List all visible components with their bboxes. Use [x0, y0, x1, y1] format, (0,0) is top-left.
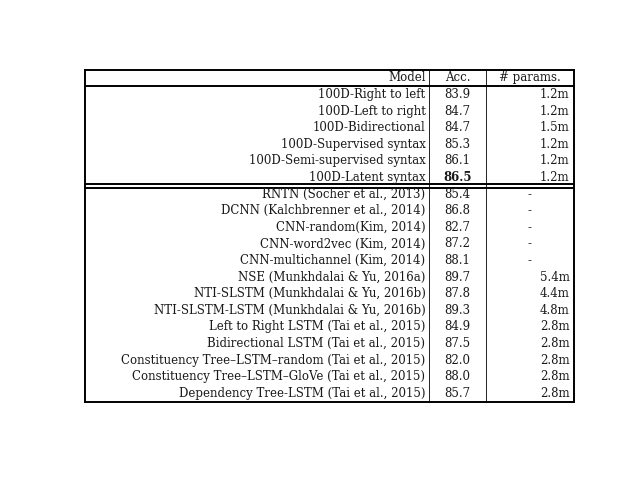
- Text: 100D-Bidirectional: 100D-Bidirectional: [313, 121, 426, 134]
- Text: Constituency Tree–LSTM–GloVe (Tai et al., 2015): Constituency Tree–LSTM–GloVe (Tai et al.…: [132, 370, 426, 383]
- Text: 1.2m: 1.2m: [540, 138, 570, 151]
- Text: -: -: [527, 204, 532, 217]
- Text: Model: Model: [388, 72, 426, 84]
- Text: 100D-Latent syntax: 100D-Latent syntax: [309, 171, 426, 184]
- Text: -: -: [527, 221, 532, 234]
- Text: 89.3: 89.3: [444, 304, 470, 317]
- Text: Dependency Tree-LSTM (Tai et al., 2015): Dependency Tree-LSTM (Tai et al., 2015): [179, 387, 426, 400]
- Text: 82.0: 82.0: [445, 354, 470, 367]
- Text: -: -: [527, 238, 532, 250]
- Text: 1.2m: 1.2m: [540, 105, 570, 118]
- Text: 88.0: 88.0: [445, 370, 470, 383]
- Text: CNN-multichannel (Kim, 2014): CNN-multichannel (Kim, 2014): [240, 254, 426, 267]
- Text: 2.8m: 2.8m: [540, 370, 570, 383]
- Text: 1.5m: 1.5m: [540, 121, 570, 134]
- Text: 4.8m: 4.8m: [540, 304, 570, 317]
- Text: 83.9: 83.9: [444, 88, 470, 101]
- Text: 4.4m: 4.4m: [540, 287, 570, 300]
- Text: RNTN (Socher et al., 2013): RNTN (Socher et al., 2013): [262, 187, 426, 201]
- Text: 85.7: 85.7: [444, 387, 470, 400]
- Text: 100D-Semi-supervised syntax: 100D-Semi-supervised syntax: [249, 154, 426, 168]
- Text: 2.8m: 2.8m: [540, 387, 570, 400]
- Text: -: -: [527, 254, 532, 267]
- Text: 1.2m: 1.2m: [540, 154, 570, 168]
- Text: 82.7: 82.7: [445, 221, 470, 234]
- Text: 85.3: 85.3: [444, 138, 470, 151]
- Text: # params.: # params.: [499, 72, 561, 84]
- Text: 84.7: 84.7: [444, 121, 470, 134]
- Text: 100D-Supervised syntax: 100D-Supervised syntax: [280, 138, 426, 151]
- Text: 87.8: 87.8: [445, 287, 470, 300]
- Text: 100D-Right to left: 100D-Right to left: [318, 88, 426, 101]
- Text: 2.8m: 2.8m: [540, 320, 570, 334]
- Text: 2.8m: 2.8m: [540, 354, 570, 367]
- Text: CNN-random(Kim, 2014): CNN-random(Kim, 2014): [276, 221, 426, 234]
- Text: 86.8: 86.8: [445, 204, 470, 217]
- Text: 88.1: 88.1: [445, 254, 470, 267]
- Text: 89.7: 89.7: [444, 271, 470, 283]
- Text: Constituency Tree–LSTM–random (Tai et al., 2015): Constituency Tree–LSTM–random (Tai et al…: [121, 354, 426, 367]
- Text: 86.1: 86.1: [445, 154, 470, 168]
- Text: 2.8m: 2.8m: [540, 337, 570, 350]
- Text: DCNN (Kalchbrenner et al., 2014): DCNN (Kalchbrenner et al., 2014): [221, 204, 426, 217]
- Text: Acc.: Acc.: [445, 72, 470, 84]
- Text: NTI-SLSTM-LSTM (Munkhdalai & Yu, 2016b): NTI-SLSTM-LSTM (Munkhdalai & Yu, 2016b): [154, 304, 426, 317]
- Text: 86.5: 86.5: [444, 171, 472, 184]
- Text: 1.2m: 1.2m: [540, 88, 570, 101]
- Text: 84.9: 84.9: [444, 320, 470, 334]
- Text: 84.7: 84.7: [444, 105, 470, 118]
- Text: 5.4m: 5.4m: [540, 271, 570, 283]
- Text: NSE (Munkhdalai & Yu, 2016a): NSE (Munkhdalai & Yu, 2016a): [238, 271, 426, 283]
- Text: Bidirectional LSTM (Tai et al., 2015): Bidirectional LSTM (Tai et al., 2015): [207, 337, 426, 350]
- Text: 100D-Left to right: 100D-Left to right: [317, 105, 426, 118]
- Text: 87.2: 87.2: [445, 238, 470, 250]
- Text: CNN-word2vec (Kim, 2014): CNN-word2vec (Kim, 2014): [260, 238, 426, 250]
- Text: 87.5: 87.5: [444, 337, 470, 350]
- Text: 85.4: 85.4: [444, 187, 470, 201]
- Text: 1.2m: 1.2m: [540, 171, 570, 184]
- Text: Left to Right LSTM (Tai et al., 2015): Left to Right LSTM (Tai et al., 2015): [209, 320, 426, 334]
- Text: -: -: [527, 187, 532, 201]
- Text: NTI-SLSTM (Munkhdalai & Yu, 2016b): NTI-SLSTM (Munkhdalai & Yu, 2016b): [193, 287, 426, 300]
